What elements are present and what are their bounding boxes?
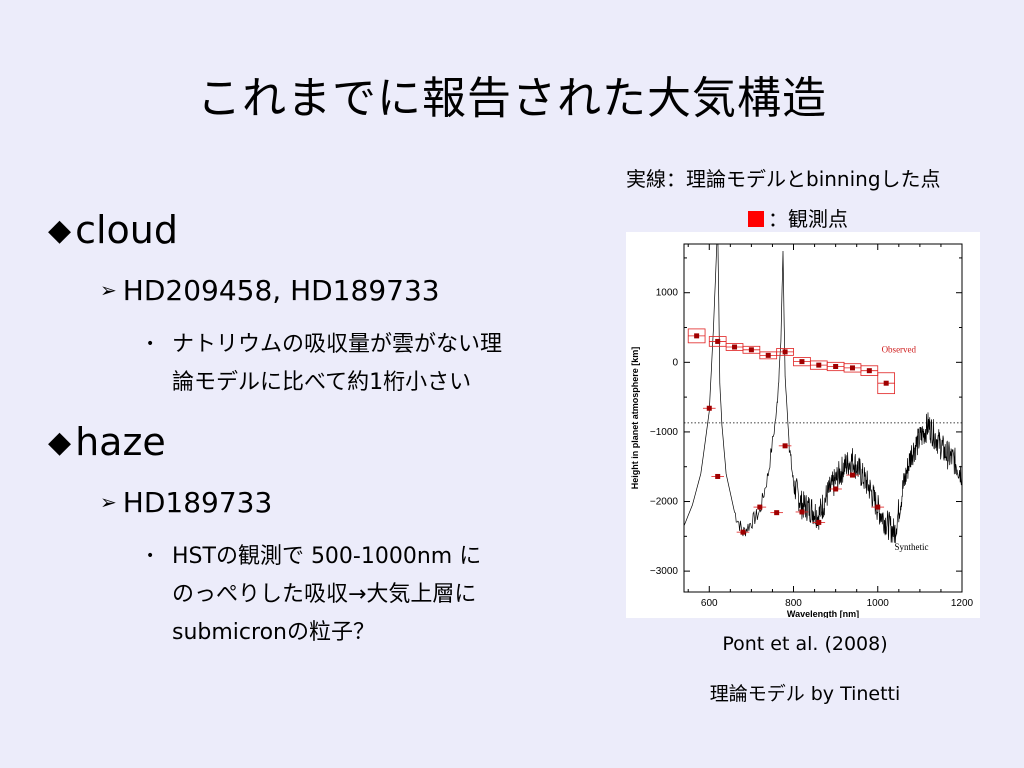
observed-marker [849, 365, 855, 371]
arrow-bullet-icon: ➢ [100, 490, 117, 514]
arrow-bullet-icon: ➢ [100, 278, 117, 302]
observed-point [860, 365, 879, 376]
binned-model-point [871, 504, 885, 510]
observed-marker [694, 333, 700, 339]
chart-svg: 600 800 1000 1200 1000 0 −1000 −2000 −3000 Wavele… [630, 243, 974, 618]
detail-line: 論モデルに比べて約1桁小さい [172, 370, 472, 395]
y-tick-label: 0 [672, 357, 678, 368]
binned-model-point [795, 509, 809, 515]
binned-marker [782, 443, 788, 449]
detail-line: submicronの粒子？ [172, 620, 375, 645]
binned-marker [833, 486, 839, 492]
observed-marker [883, 380, 889, 386]
detail-line: のっぺりした吸収→大気上層に [172, 582, 477, 607]
observed-point [826, 361, 845, 372]
x-tick-label: 1000 [867, 598, 890, 609]
binned-model-point [736, 529, 750, 535]
detail-line: HSTの観測で 500-1000nm に [172, 544, 482, 569]
legend-observed-label: ：観測点 [768, 207, 848, 231]
red-square-icon [748, 211, 764, 227]
dot-bullet-icon: • [146, 548, 155, 564]
observed-point [742, 345, 761, 354]
binned-model-point [812, 519, 826, 525]
binned-model-point [829, 486, 842, 492]
observed-point [877, 372, 896, 395]
x-tick-label: 600 [701, 598, 718, 609]
diamond-bullet-icon: ◆ [48, 213, 72, 248]
synthetic-annotation: Synthetic [894, 542, 928, 552]
x-tick-label: 800 [785, 598, 802, 609]
observed-marker [732, 344, 738, 350]
binned-marker [706, 405, 712, 411]
figure-legend-model: 実線：理論モデルとbinningした点 [626, 167, 941, 191]
observed-marker [816, 362, 822, 368]
observed-point [843, 363, 862, 373]
binned-marker [799, 509, 805, 515]
binned-model-point [702, 405, 716, 411]
observed-point [687, 328, 706, 344]
sub-bullet-haze-planet: ➢ HD189733 [100, 486, 272, 519]
model-line [684, 244, 962, 544]
binned-model-point [770, 510, 783, 516]
observed-marker [748, 347, 754, 353]
plot-frame [683, 243, 963, 593]
observed-marker [765, 352, 771, 358]
figure-legend-observed: ：観測点 [748, 203, 848, 232]
x-tick-label: 1200 [951, 598, 974, 609]
binned-marker [740, 529, 746, 535]
bullet-label: haze [75, 420, 166, 464]
y-tick-label: −2000 [650, 497, 679, 508]
binned-marker [875, 504, 881, 510]
bullet-haze: ◆ haze [48, 420, 166, 464]
y-tick-label: 1000 [656, 288, 679, 299]
sub-bullet-label: HD209458, HD189733 [122, 274, 440, 307]
binned-model-point [846, 472, 859, 478]
observed-point [809, 360, 828, 370]
y-tick-label: −1000 [650, 427, 679, 438]
binned-marker [715, 473, 721, 479]
x-axis-label: Wavelength [nm] [787, 609, 859, 618]
observed-marker [799, 359, 805, 365]
observed-point [776, 348, 794, 356]
binned-model-point [753, 504, 767, 510]
observed-marker [715, 338, 721, 344]
observed-marker [833, 363, 839, 369]
transmission-spectrum-chart: 600 800 1000 1200 1000 0 −1000 −2000 −3000 Wavele… [626, 232, 980, 618]
binned-marker [816, 519, 822, 525]
y-axis-label: Height in planet atmosphere [km] [630, 347, 640, 490]
binned-marker [757, 504, 763, 510]
y-tick-label: −3000 [650, 566, 679, 577]
binned-marker [774, 510, 780, 516]
bullet-cloud: ◆ cloud [48, 208, 178, 252]
detail-haze: • HSTの観測で 500-1000nm に のっぺりした吸収→大気上層に su… [146, 538, 481, 652]
observed-point [708, 336, 727, 347]
observed-marker [782, 349, 788, 355]
observed-point [759, 351, 778, 360]
bullet-label: cloud [75, 208, 178, 252]
observed-marker [866, 368, 872, 374]
model-credit: 理論モデル by Tinetti [709, 683, 901, 705]
observed-annotation: Observed [882, 345, 917, 355]
binned-model-point [711, 473, 725, 479]
binned-marker [849, 472, 855, 478]
diamond-bullet-icon: ◆ [48, 425, 72, 460]
figure-citation: Pont et al. (2008) [722, 633, 888, 655]
binned-model-point [778, 443, 792, 449]
detail-line: ナトリウムの吸収量が雲がない理 [172, 332, 503, 357]
sub-bullet-label: HD189733 [122, 486, 273, 519]
detail-cloud: • ナトリウムの吸収量が雲がない理 論モデルに比べて約1桁小さい [146, 326, 502, 402]
observed-point [725, 343, 744, 351]
sub-bullet-cloud-planets: ➢ HD209458, HD189733 [100, 274, 440, 307]
slide-title: これまでに報告された大気構造 [197, 73, 827, 124]
observed-point [793, 357, 811, 367]
dot-bullet-icon: • [146, 336, 155, 352]
plot-area [684, 244, 962, 544]
